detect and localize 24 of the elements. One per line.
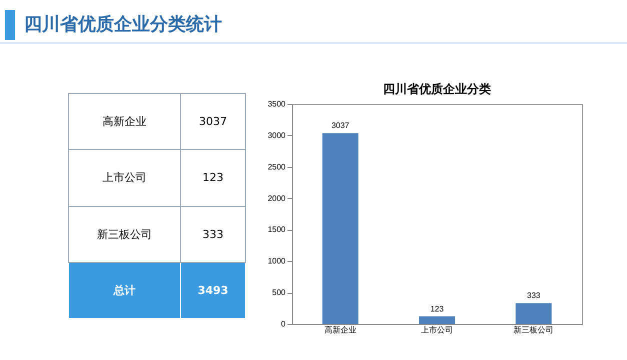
- y-tick-label: 0: [281, 320, 286, 328]
- y-tick-label: 1000: [268, 256, 286, 266]
- text: 333: [202, 228, 224, 241]
- category-label: 高新企业: [102, 115, 147, 128]
- text: 总计: [68, 262, 181, 318]
- x-tick-label: 新三板公司: [514, 326, 554, 334]
- category-label: 上市公司: [102, 171, 147, 184]
- chart-subtitle: 四川省优质企业分类: [383, 82, 491, 96]
- text: 3493: [180, 262, 246, 318]
- data-label: 123: [430, 304, 444, 314]
- y-tick-label: 2000: [268, 194, 286, 203]
- text: 3037: [199, 115, 228, 128]
- y-tick-label: 3000: [268, 130, 286, 140]
- data-label: 3037: [331, 121, 350, 130]
- y-tick-label: 3500: [268, 100, 286, 108]
- y-tick-label: 2500: [268, 162, 286, 172]
- text: 四川省优质企业分类统计: [24, 13, 222, 36]
- x-tick-label: 上市公司: [421, 326, 453, 334]
- y-tick-label: 1500: [268, 225, 286, 234]
- text: 123: [202, 171, 224, 184]
- x-tick-label: 高新企业: [324, 326, 356, 334]
- category-label: 新三板公司: [97, 228, 152, 241]
- data-label: 333: [526, 291, 541, 300]
- y-tick-label: 500: [272, 288, 286, 298]
